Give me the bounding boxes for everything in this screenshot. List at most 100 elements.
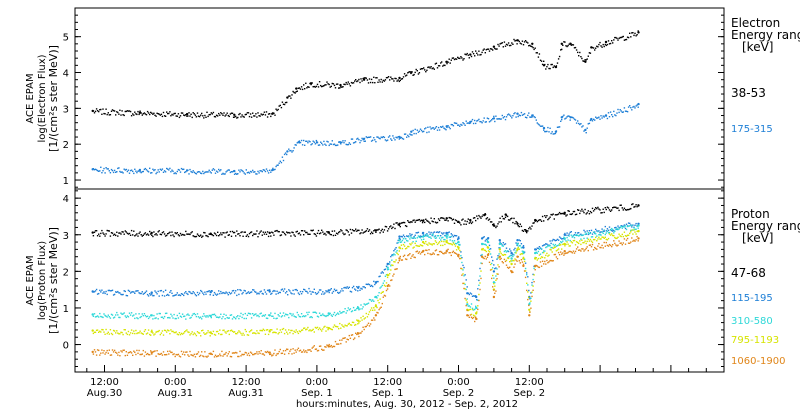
data-point (536, 122, 538, 124)
data-point (398, 138, 400, 140)
data-point (191, 292, 193, 295)
data-point (202, 170, 204, 173)
data-point (548, 254, 550, 256)
data-point (453, 222, 456, 224)
data-point (169, 333, 171, 335)
data-point (103, 167, 105, 170)
data-point (586, 58, 588, 60)
data-point (533, 116, 535, 118)
data-point (414, 221, 416, 223)
data-point (356, 319, 358, 321)
data-point (568, 43, 570, 45)
data-point (254, 353, 256, 355)
data-point (134, 168, 136, 170)
data-point (308, 330, 310, 332)
data-point (233, 352, 236, 354)
data-point (453, 240, 456, 242)
data-point (432, 243, 434, 245)
data-point (470, 222, 473, 225)
data-point (519, 42, 521, 44)
data-point (590, 240, 593, 242)
data-point (297, 314, 300, 316)
data-point (538, 246, 541, 248)
data-point (577, 241, 579, 244)
data-point (173, 313, 175, 316)
data-point (217, 115, 219, 117)
data-point (318, 345, 321, 347)
data-point (333, 288, 336, 290)
series-node (457, 253, 460, 257)
data-point (106, 332, 108, 335)
data-point (625, 228, 628, 231)
data-point (158, 230, 160, 232)
data-point (578, 242, 580, 245)
data-point (142, 234, 144, 236)
data-point (402, 255, 405, 258)
data-point (401, 236, 404, 238)
data-point (367, 283, 370, 285)
data-point (452, 57, 455, 59)
data-point (327, 83, 329, 85)
data-point (521, 229, 524, 232)
data-point (428, 242, 430, 244)
y-tick-label: 4 (63, 69, 69, 80)
data-point (286, 101, 288, 104)
data-point (563, 254, 565, 256)
data-point (321, 229, 323, 231)
data-point (133, 350, 135, 352)
data-point (597, 206, 599, 209)
data-point (548, 261, 550, 263)
data-point (281, 288, 284, 290)
data-point (433, 68, 435, 70)
data-point (287, 232, 289, 234)
series-node (522, 257, 525, 260)
data-point (265, 329, 268, 331)
data-point (271, 292, 273, 295)
series-node (268, 290, 271, 293)
data-point (608, 233, 611, 235)
data-point (545, 130, 547, 133)
data-point (310, 330, 312, 332)
data-point (330, 234, 332, 236)
data-point (570, 213, 572, 216)
data-point (154, 234, 156, 236)
data-point (497, 273, 499, 275)
data-point (455, 220, 458, 222)
data-point (369, 233, 372, 235)
series-node (457, 220, 460, 224)
data-point (99, 170, 101, 172)
data-point (440, 126, 442, 128)
data-point (558, 244, 561, 246)
data-point (416, 70, 418, 72)
data-point (609, 229, 612, 231)
data-point (323, 314, 325, 317)
data-point (129, 314, 132, 316)
data-point (442, 252, 444, 255)
data-point (396, 249, 398, 252)
data-point (235, 235, 237, 237)
data-point (204, 333, 206, 335)
data-point (369, 285, 372, 287)
data-point (506, 266, 509, 269)
data-point (620, 235, 622, 238)
data-point (475, 316, 477, 318)
data-point (598, 234, 600, 236)
data-point (261, 315, 263, 317)
data-point (526, 289, 528, 292)
data-point (326, 344, 328, 346)
data-point (365, 230, 367, 232)
data-point (105, 167, 107, 169)
series-node (315, 141, 319, 144)
legend-entry: 38-53 (731, 86, 766, 100)
data-point (358, 78, 360, 81)
data-point (605, 208, 607, 211)
data-point (468, 57, 470, 59)
data-point (187, 293, 189, 296)
data-point (341, 312, 343, 314)
data-point (256, 230, 258, 232)
data-point (243, 289, 245, 292)
data-point (572, 240, 575, 242)
data-point (614, 236, 616, 239)
data-point (625, 38, 628, 41)
data-point (130, 229, 133, 232)
